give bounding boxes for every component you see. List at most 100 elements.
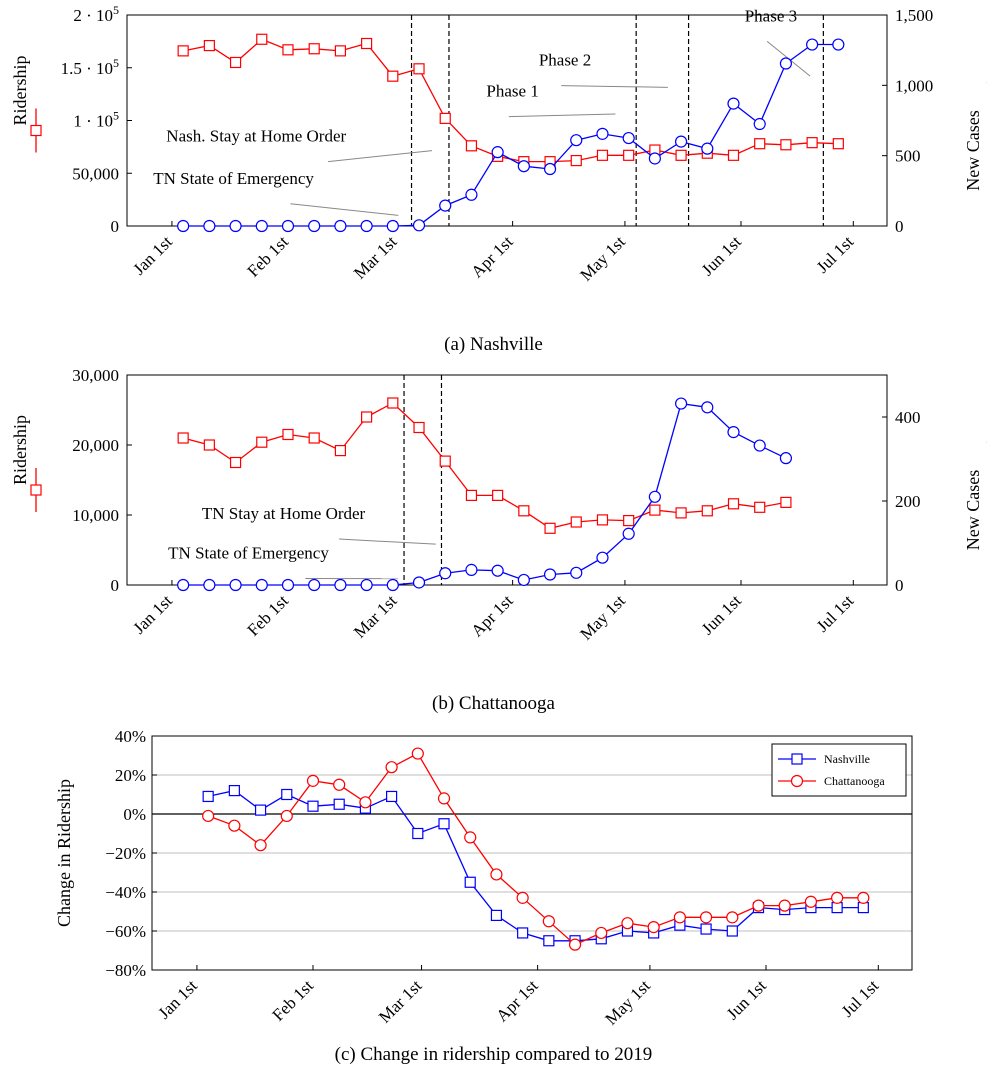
annotation-leader	[561, 85, 668, 88]
chattanooga-change-point	[333, 778, 346, 791]
chattanooga-change-point	[673, 911, 686, 924]
new-cases-point	[412, 576, 426, 589]
ridership-point	[623, 515, 635, 527]
y-right-tick-label: 500	[895, 147, 921, 166]
x-tick-label: Feb 1st	[243, 591, 292, 640]
y-tick-label: −80%	[105, 961, 146, 980]
x-tick-label: Jan 1st	[129, 232, 176, 279]
ridership-point	[361, 37, 373, 50]
new-cases-point	[622, 131, 635, 145]
nashville-caption: (a) Nashville	[444, 334, 543, 355]
ridership-point	[229, 456, 242, 469]
change-chart-svg: −80% −60% −40% −20% 0% 20% 40% Jan 1st Feb 1st Ma…	[54, 727, 913, 1029]
x-tick-label: Feb 1st	[268, 976, 317, 1025]
y-tick-label: 20%	[115, 766, 146, 785]
new-cases-point	[622, 527, 635, 540]
new-cases-point	[465, 188, 478, 201]
change-plot-frame	[151, 735, 913, 971]
nashville-change-point	[490, 909, 503, 921]
annotation-leader	[339, 538, 436, 545]
nashville-change-point	[254, 804, 267, 816]
ridership-point	[282, 44, 294, 56]
new-cases-point	[360, 219, 373, 233]
new-cases-point	[439, 567, 452, 580]
nashville-change-point	[831, 902, 843, 914]
new-cases-point	[177, 578, 190, 592]
chattanooga-change-point	[228, 819, 241, 832]
y-right-label: New Cases	[963, 470, 983, 550]
ridership-point	[701, 505, 713, 517]
y-left-tick-label: 2 · 105	[73, 3, 119, 25]
new-cases-point	[543, 568, 557, 581]
nashville-change-point	[517, 927, 529, 939]
legend-label: Nashville	[824, 752, 870, 766]
x-tick-label: Apr 1st	[467, 591, 516, 640]
y-left-tick-label: 10,000	[72, 506, 119, 525]
new-cases-point	[674, 135, 688, 148]
ridership-point	[518, 505, 530, 517]
y-right-tick-label: 0	[895, 576, 904, 595]
ridership-point	[413, 63, 425, 75]
change-caption: (c) Change in ridership compared to 2019	[334, 1044, 653, 1065]
x-tick-label: May 1st	[576, 232, 629, 285]
x-tick-label: Apr 1st	[492, 976, 541, 1025]
x-tick-label: Apr 1st	[467, 232, 516, 281]
ridership-point	[308, 432, 320, 444]
chattanooga-chart-svg: 0 10,000 20,000 30,000 0 200 400 Jan 1st Feb 1st…	[10, 366, 987, 644]
new-cases-point	[701, 142, 714, 155]
ridership-point	[465, 140, 478, 152]
change-chart: −80% −60% −40% −20% 0% 20% 40% Jan 1st Feb 1st Ma…	[0, 720, 987, 1040]
x-tick-label: Jan 1st	[154, 976, 201, 1023]
new-cases-point	[281, 578, 295, 592]
ridership-point	[439, 112, 451, 124]
chattanooga-change-point	[254, 839, 267, 852]
ridership-point	[177, 45, 189, 57]
y-left-tick-label: 30,000	[72, 366, 119, 385]
chattanooga-change-point	[752, 899, 765, 912]
ridership-point	[229, 56, 242, 69]
ridership-point	[727, 149, 740, 161]
y-tick-label: 0%	[123, 805, 146, 824]
ridership-point	[439, 455, 451, 467]
x-tick-label: Jul 1st	[813, 591, 858, 636]
annotation-label: TN State of Emergency	[153, 169, 314, 188]
chattanooga-change-point	[778, 899, 791, 912]
new-cases-point	[334, 219, 347, 233]
y-axis-label: Change in Ridership	[54, 779, 74, 927]
ridership-point	[596, 149, 609, 161]
ridership-point	[177, 432, 189, 444]
annotation-label: Nash. Stay at Home Order	[166, 127, 346, 146]
chattanooga-plot-frame	[126, 374, 888, 586]
x-tick-label: Jun 1st	[698, 591, 745, 638]
ridership-point	[570, 154, 582, 167]
y-tick-label: 40%	[115, 727, 146, 746]
nashville-change-point	[438, 818, 450, 830]
new-cases-point	[386, 578, 399, 592]
legend-marker	[790, 774, 804, 788]
new-cases-point	[255, 219, 268, 233]
y-right-tick-label: 0	[895, 217, 904, 236]
new-cases-point	[701, 401, 714, 414]
new-cases-point	[491, 564, 504, 577]
chattanooga-change-point	[621, 917, 634, 930]
nashville-chart-svg: 0 50,000 1 · 105 1.5 · 105 2 · 105 0 500 1,000 1…	[10, 3, 987, 285]
ridership-point	[780, 496, 792, 508]
y-left-label: Ridership	[10, 415, 30, 485]
new-cases-point	[648, 152, 661, 165]
annotation-leader	[290, 203, 399, 216]
chattanooga-change-point	[857, 891, 870, 904]
new-cases-point	[177, 219, 190, 233]
new-cases-point	[727, 426, 740, 439]
y-right-tick-label: 400	[895, 408, 921, 427]
x-tick-label: Jul 1st	[813, 232, 858, 277]
new-cases-point	[517, 160, 530, 173]
new-cases-point	[753, 117, 766, 131]
ridership-point	[675, 149, 687, 161]
chattanooga-change-line	[207, 752, 864, 946]
new-cases-point	[308, 219, 321, 233]
ridership-point	[334, 45, 346, 57]
ridership-point	[203, 439, 215, 451]
legend-box	[771, 743, 907, 797]
ridership-point	[282, 428, 294, 441]
chattanooga-change-point	[831, 891, 844, 904]
